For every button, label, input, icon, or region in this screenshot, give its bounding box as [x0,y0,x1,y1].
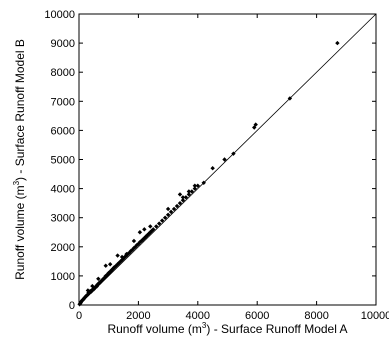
data-point [186,189,192,194]
data-point [183,195,189,200]
y-tick-label: 8000 [51,67,75,79]
data-point [177,192,183,197]
data-point [93,285,98,290]
x-tick-label: 6000 [245,310,269,322]
data-point [165,206,171,212]
data-point [174,203,180,209]
data-point [156,221,162,226]
data-point [253,122,258,127]
data-point [335,40,340,46]
data-point [137,230,143,235]
data-point [177,200,183,206]
data-point [119,254,125,260]
data-point [189,189,195,194]
data-point [124,251,129,257]
data-point [105,272,110,278]
y-tick-label: 4000 [51,184,75,196]
data-point [107,262,113,267]
y-tick-label: 10000 [44,9,75,21]
data-point [168,209,174,215]
data-point [131,238,137,244]
data-point [103,263,108,268]
data-point [115,253,120,258]
plot-frame [78,13,377,306]
data-point [195,183,200,188]
y-axis-label-sup: 3 [12,180,21,185]
data-point [148,230,153,235]
x-axis-label-pre: Runoff volume (m [107,322,201,336]
data-point [165,212,171,217]
data-point [148,224,153,229]
data-point [89,289,94,294]
y-tick-label: 3000 [51,213,75,225]
tick-layer: 0 2000 4000 6000 8000 10000 0 1000 2000 3000 4000 5… [44,9,389,322]
data-point [201,180,206,185]
data-point [154,224,159,229]
data-point [159,218,165,223]
y-axis-label: Runoff volume (m3) - Surface Runoff Mode… [12,39,27,280]
y-tick-label: 9000 [51,38,75,50]
data-point [287,96,293,101]
data-point [151,227,156,232]
y-tick-label: 1000 [51,271,75,283]
data-point [180,195,186,200]
reference-line-1to1 [78,13,377,306]
data-point [231,151,236,156]
y-axis-label-pre: Runoff volume (m [13,185,27,279]
y-tick-label: 7000 [51,96,75,108]
data-point [210,166,215,171]
y-tick-label: 2000 [51,242,75,254]
data-point [96,276,101,282]
x-axis-label: Runoff volume (m3) - Surface Runoff Mode… [107,321,347,336]
data-point [192,183,198,188]
y-tick-label: 6000 [51,125,75,137]
y-tick-label: 5000 [51,155,75,167]
y-tick-label: 0 [69,300,75,312]
data-point [162,215,168,220]
data-point [142,235,147,241]
data-point [180,198,186,203]
data-point [171,206,177,212]
x-tick-label: 8000 [304,310,328,322]
data-point [222,157,227,162]
data-point [142,227,147,232]
data-point [85,288,91,293]
x-tick-label: 2000 [126,310,150,322]
x-tick-label: 10000 [361,310,389,322]
x-tick-label: 0 [76,310,82,322]
x-axis-label-post: ) - Surface Runoff Model A [206,322,347,336]
data-point [90,283,95,289]
plot-content [77,13,377,307]
y-axis-label-post: ) - Surface Runoff Model B [13,39,27,181]
x-axis-label-sup: 3 [202,321,207,330]
data-point [145,232,150,238]
data-point [192,186,198,191]
data-point [186,192,192,197]
x-tick-label: 4000 [186,310,210,322]
